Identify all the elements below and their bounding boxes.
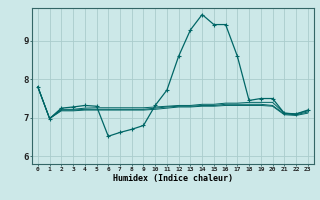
X-axis label: Humidex (Indice chaleur): Humidex (Indice chaleur): [113, 174, 233, 183]
